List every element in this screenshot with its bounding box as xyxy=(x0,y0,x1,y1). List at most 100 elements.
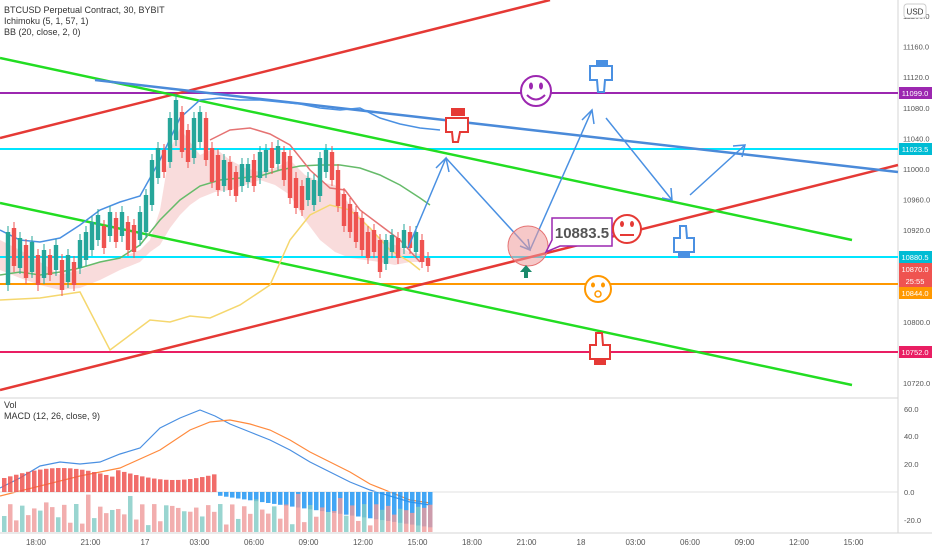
volume-bar xyxy=(422,507,427,532)
macd-hist-bar xyxy=(248,492,253,501)
candle-body xyxy=(101,226,107,248)
volume-bar xyxy=(368,525,373,532)
thumbs-down-icon xyxy=(445,108,469,143)
red-lower-channel-line[interactable] xyxy=(0,163,899,392)
candle-body xyxy=(317,158,323,196)
candle-body xyxy=(395,238,401,258)
macd-hist-bar xyxy=(86,470,91,492)
volume-bar xyxy=(404,510,409,532)
volume-bar xyxy=(236,518,241,532)
time-axis[interactable]: 18:00 21:00 17 03:00 06:00 09:00 12:00 15:00 18:… xyxy=(26,538,864,547)
volume-bar xyxy=(266,513,271,532)
macd-hist-bar xyxy=(224,492,229,497)
volume-bar xyxy=(26,515,31,532)
macd-hist-bar xyxy=(380,492,385,521)
volume-bar xyxy=(182,511,187,532)
candle-body xyxy=(347,204,353,232)
symbol-title[interactable]: BTCUSD Perpetual Contract, 30, BYBIT xyxy=(4,5,165,15)
candle-body xyxy=(179,112,185,152)
volume-bar xyxy=(8,504,13,532)
macd-hist-bar xyxy=(140,476,145,492)
macd-axis[interactable]: 60.0 40.0 20.0 0.0 -20.0 xyxy=(904,405,921,525)
chikou-line xyxy=(0,204,421,352)
volume-bar xyxy=(398,508,403,532)
macd-hist-bar xyxy=(128,473,133,492)
candle-body xyxy=(125,222,131,250)
candle-body xyxy=(65,255,71,282)
volume-bar xyxy=(170,505,175,532)
candle-body xyxy=(401,230,407,248)
candle-body xyxy=(335,170,341,206)
neutral-emoji-icon xyxy=(612,214,642,244)
macd-hist-bar xyxy=(236,492,241,499)
red-upper-channel-line[interactable] xyxy=(0,0,551,140)
price-badge-label: 11099.0 xyxy=(902,89,929,98)
candle-body xyxy=(287,156,293,198)
macd-hist-bar xyxy=(188,478,193,492)
macd-hist-bar xyxy=(302,492,307,509)
green-upper-channel-line[interactable] xyxy=(0,56,853,242)
ichimoku-legend[interactable]: Ichimoku (5, 1, 57, 1) xyxy=(4,16,89,26)
candle-body xyxy=(107,212,113,236)
price-axis[interactable]: 11200.011160.011120.011080.011040.011000… xyxy=(903,12,930,388)
price-badge xyxy=(899,251,932,263)
candle-body xyxy=(407,232,413,248)
candle-body xyxy=(413,232,419,252)
macd-hist-bar xyxy=(50,468,55,492)
volume-bar xyxy=(278,518,283,532)
price-callout[interactable]: 10883.5 xyxy=(544,217,613,254)
time-axis-tick: 06:00 xyxy=(680,538,701,547)
macd-hist-bar xyxy=(158,479,163,492)
price-badge-label: 25:55 xyxy=(906,277,925,286)
price-axis-tick: 11040.0 xyxy=(903,134,930,143)
candle-body xyxy=(35,255,41,285)
candle-body xyxy=(23,245,29,278)
macd-axis-tick: 40.0 xyxy=(904,432,919,441)
volume-bar xyxy=(146,525,151,532)
time-axis-tick: 18:00 xyxy=(26,538,47,547)
macd-hist-bar xyxy=(308,492,313,510)
volume-bar xyxy=(308,505,313,532)
macd-hist-bar xyxy=(74,468,79,492)
macd-hist-bar xyxy=(56,468,61,492)
macd-legend[interactable]: MACD (12, 26, close, 9) xyxy=(4,411,100,421)
volume-bar xyxy=(302,522,307,532)
bb-legend[interactable]: BB (20, close, 2, 0) xyxy=(4,27,81,37)
blue-trend-line[interactable] xyxy=(94,78,899,174)
macd-hist-bar xyxy=(272,492,277,504)
macd-hist-bar xyxy=(350,492,355,516)
macd-signal-line xyxy=(0,419,431,504)
volume-bar xyxy=(218,504,223,532)
currency-button[interactable]: USD xyxy=(903,3,927,19)
macd-hist-bar xyxy=(284,492,289,506)
indicator-pane[interactable] xyxy=(0,398,898,533)
macd-hist-bar xyxy=(206,475,211,492)
volume-bar xyxy=(386,505,391,532)
volume-bar xyxy=(254,499,259,532)
macd-hist-bar xyxy=(92,472,97,492)
volume-bar xyxy=(410,512,415,532)
candle-body xyxy=(173,100,179,140)
macd-hist-bar xyxy=(344,492,349,515)
candle-body xyxy=(329,152,335,180)
candle-body xyxy=(257,152,263,178)
candle-body xyxy=(359,218,365,250)
vol-legend[interactable]: Vol xyxy=(4,400,17,410)
macd-axis-tick: 0.0 xyxy=(904,488,914,497)
candle-body xyxy=(131,225,137,252)
candle-body xyxy=(215,155,221,190)
macd-hist-bar xyxy=(38,469,43,492)
volume-bar xyxy=(98,506,103,532)
volume-bar xyxy=(332,511,337,532)
price-axis-tick: 10920.0 xyxy=(903,226,930,235)
price-badge-label: 10870.0 xyxy=(901,265,928,274)
volume-bar xyxy=(158,521,163,532)
target-highlight-circle[interactable] xyxy=(507,225,549,267)
candle-body xyxy=(53,245,59,270)
macd-hist-bar xyxy=(218,492,223,496)
volume-bar xyxy=(110,509,115,532)
volume-bar xyxy=(134,519,139,532)
candle-body xyxy=(5,232,11,285)
price-pane[interactable] xyxy=(0,0,898,398)
